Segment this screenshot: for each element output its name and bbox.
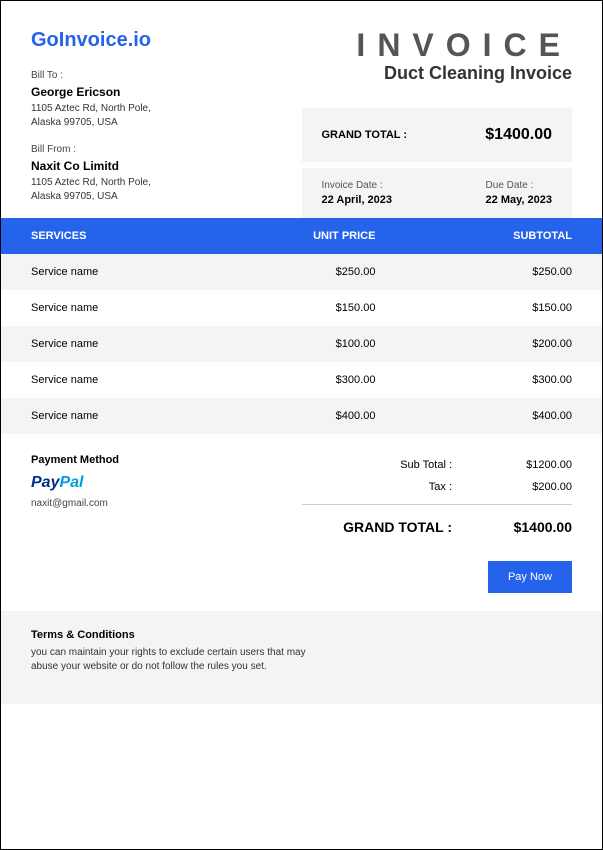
summary-section: Payment Method PayPal naxit@gmail.com Su… [1,434,602,553]
totals-divider [302,504,573,505]
bill-to-address: 1105 Aztec Rd, North Pole, Alaska 99705,… [31,102,302,130]
invoice-title: INVOICE [302,29,573,61]
table-header: SERVICES UNIT PRICE SUBTOTAL [1,218,602,254]
col-unit-price: UNIT PRICE [219,230,416,242]
grand-total-label: GRAND TOTAL : [322,129,408,141]
tax-label: Tax : [302,481,493,493]
bill-from-label: Bill From : [31,144,302,155]
terms-section: Terms & Conditions you can maintain your… [1,611,602,704]
due-date-label: Due Date : [486,180,552,191]
cell-service: Service name [31,266,219,278]
bill-to-name: George Ericson [31,85,302,99]
header-section: GoInvoice.io Bill To : George Ericson 11… [1,1,602,218]
table-row: Service name$250.00$250.00 [1,254,602,290]
due-date-value: 22 May, 2023 [486,194,552,206]
header-right: INVOICE Duct Cleaning Invoice GRAND TOTA… [302,29,573,218]
table-row: Service name$300.00$300.00 [1,362,602,398]
cell-service: Service name [31,410,219,422]
cell-service: Service name [31,338,219,350]
col-services: SERVICES [31,230,219,242]
paypal-pay: Pay [31,474,59,491]
grand-total-box: GRAND TOTAL : $1400.00 [302,108,573,162]
cell-service: Service name [31,302,219,314]
totals-column: Sub Total : $1200.00 Tax : $200.00 GRAND… [302,454,573,543]
col-subtotal: SUBTOTAL [415,230,572,242]
final-total-value: $1400.00 [492,519,572,535]
grand-total-amount: $1400.00 [485,126,552,144]
bill-to-label: Bill To : [31,70,302,81]
invoice-date-col: Invoice Date : 22 April, 2023 [322,180,393,206]
cell-subtotal: $300.00 [415,374,572,386]
table-row: Service name$400.00$400.00 [1,398,602,434]
subtotal-value: $1200.00 [492,459,572,471]
header-left: GoInvoice.io Bill To : George Ericson 11… [31,29,302,218]
terms-title: Terms & Conditions [31,629,572,641]
cell-unit-price: $400.00 [219,410,416,422]
invoice-subtitle: Duct Cleaning Invoice [302,63,573,84]
cell-subtotal: $150.00 [415,302,572,314]
pay-now-wrap: Pay Now [1,553,602,611]
cell-service: Service name [31,374,219,386]
cell-unit-price: $100.00 [219,338,416,350]
brand-logo: GoInvoice.io [31,29,302,52]
pay-now-button[interactable]: Pay Now [488,561,572,593]
paypal-logo: PayPal [31,474,302,492]
subtotal-label: Sub Total : [302,459,493,471]
dates-box: Invoice Date : 22 April, 2023 Due Date :… [302,168,573,218]
table-row: Service name$100.00$200.00 [1,326,602,362]
bill-from-address: 1105 Aztec Rd, North Pole, Alaska 99705,… [31,176,302,204]
paypal-pal: Pal [59,474,83,491]
invoice-date-value: 22 April, 2023 [322,194,393,206]
tax-row: Tax : $200.00 [302,476,573,498]
subtotal-row: Sub Total : $1200.00 [302,454,573,476]
payment-column: Payment Method PayPal naxit@gmail.com [31,454,302,543]
due-date-col: Due Date : 22 May, 2023 [486,180,552,206]
tax-value: $200.00 [492,481,572,493]
table-row: Service name$150.00$150.00 [1,290,602,326]
payment-method-label: Payment Method [31,454,302,466]
cell-unit-price: $300.00 [219,374,416,386]
table-body: Service name$250.00$250.00Service name$1… [1,254,602,434]
cell-unit-price: $250.00 [219,266,416,278]
invoice-date-label: Invoice Date : [322,180,393,191]
final-total-row: GRAND TOTAL : $1400.00 [302,511,573,543]
cell-subtotal: $400.00 [415,410,572,422]
bill-from-name: Naxit Co Limitd [31,159,302,173]
cell-subtotal: $250.00 [415,266,572,278]
cell-unit-price: $150.00 [219,302,416,314]
payment-email: naxit@gmail.com [31,498,302,509]
final-total-label: GRAND TOTAL : [302,519,493,535]
cell-subtotal: $200.00 [415,338,572,350]
terms-body: you can maintain your rights to exclude … [31,646,311,674]
